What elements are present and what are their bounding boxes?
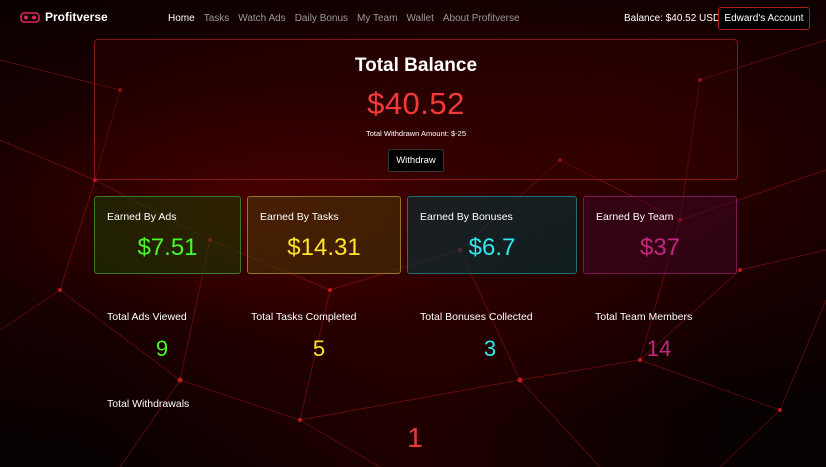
nav-link-home[interactable]: Home bbox=[168, 13, 195, 24]
nav-link-my-team[interactable]: My Team bbox=[357, 13, 398, 24]
total-withdrawals-value: 1 bbox=[407, 422, 423, 453]
total-team-members-label: Total Team Members bbox=[595, 311, 693, 323]
brand-logo[interactable]: Profitverse bbox=[20, 10, 108, 24]
nav-link-watch-ads[interactable]: Watch Ads bbox=[238, 13, 286, 24]
total-bonuses-collected-label: Total Bonuses Collected bbox=[420, 311, 533, 323]
total-balance-amount: $40.52 bbox=[367, 86, 465, 121]
withdraw-button[interactable]: Withdraw bbox=[388, 149, 444, 172]
earned-by-bonuses-label: Earned By Bonuses bbox=[420, 211, 513, 223]
nav-link-daily-bonus[interactable]: Daily Bonus bbox=[294, 13, 349, 24]
earned-by-bonuses-value: $6.7 bbox=[468, 234, 516, 261]
total-ads-viewed-label: Total Ads Viewed bbox=[107, 311, 187, 323]
earned-by-team-value: $37 bbox=[639, 234, 681, 261]
total-team-members-value: 14 bbox=[646, 336, 672, 361]
nav-link-tasks[interactable]: Tasks bbox=[203, 13, 230, 24]
earned-by-team-card: Earned By Team $37 bbox=[583, 196, 737, 274]
earned-by-tasks-value: $14.31 bbox=[287, 234, 361, 261]
brand-name: Profitverse bbox=[45, 10, 108, 24]
earned-by-bonuses-card: Earned By Bonuses $6.7 bbox=[407, 196, 577, 274]
nav-link-wallet[interactable]: Wallet bbox=[406, 13, 434, 24]
total-ads-viewed-value: 9 bbox=[155, 336, 169, 361]
earned-by-ads-value: $7.51 bbox=[137, 234, 198, 261]
earned-by-ads-card: Earned By Ads $7.51 bbox=[94, 196, 241, 274]
total-bonuses-collected-value: 3 bbox=[483, 336, 497, 361]
earned-by-tasks-card: Earned By Tasks $14.31 bbox=[247, 196, 401, 274]
total-withdrawals-label: Total Withdrawals bbox=[107, 398, 190, 410]
earned-by-team-label: Earned By Team bbox=[596, 211, 674, 223]
earned-by-tasks-label: Earned By Tasks bbox=[260, 211, 339, 223]
earned-by-ads-label: Earned By Ads bbox=[107, 211, 177, 223]
account-button[interactable]: Edward's Account bbox=[718, 7, 810, 30]
total-balance-panel: Total Balance $40.52 Total Withdrawn Amo… bbox=[94, 39, 738, 180]
total-withdrawn-text: Total Withdrawn Amount: $-25 bbox=[365, 129, 467, 138]
vr-headset-icon bbox=[20, 12, 40, 23]
top-navbar: Profitverse Home Tasks Watch Ads Daily B… bbox=[0, 0, 826, 38]
total-tasks-completed-label: Total Tasks Completed bbox=[251, 311, 357, 323]
total-tasks-completed-value: 5 bbox=[312, 336, 326, 361]
nav-link-about[interactable]: About Profitverse bbox=[442, 13, 520, 24]
navbar-balance: Balance: $40.52 USD bbox=[624, 13, 721, 24]
nav-links: Home Tasks Watch Ads Daily Bonus My Team… bbox=[168, 13, 520, 24]
total-balance-title: Total Balance bbox=[354, 55, 478, 76]
